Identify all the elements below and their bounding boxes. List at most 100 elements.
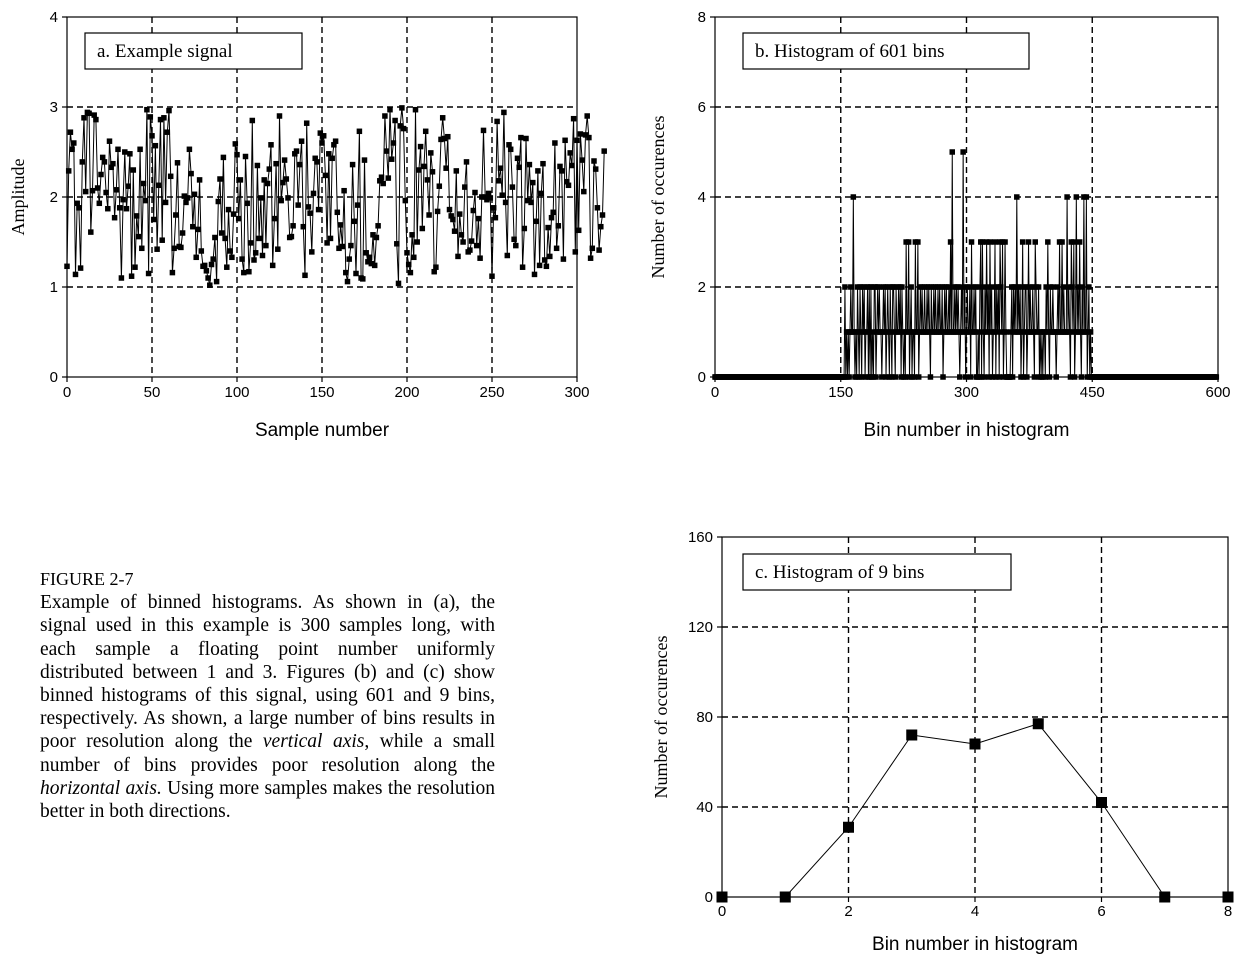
data-point <box>906 729 918 741</box>
data-point <box>133 213 140 219</box>
data-point <box>523 135 529 142</box>
data-point <box>373 234 380 241</box>
data-point <box>343 269 349 276</box>
data-point <box>315 206 322 213</box>
data-point <box>188 170 194 177</box>
data-point <box>298 138 305 144</box>
data-point <box>232 141 239 147</box>
data-point <box>596 247 602 253</box>
data-point <box>1159 891 1171 903</box>
data-point <box>1053 374 1059 380</box>
data-point <box>972 284 979 290</box>
data-point <box>110 160 116 167</box>
data-point <box>198 248 205 254</box>
data-point <box>356 128 363 135</box>
data-point <box>587 255 594 261</box>
data-point <box>402 197 409 204</box>
x-tick-label: 200 <box>394 384 419 401</box>
data-point <box>567 150 573 156</box>
data-point <box>441 135 448 142</box>
data-point <box>516 164 522 171</box>
data-point <box>252 250 259 256</box>
data-point <box>157 116 164 123</box>
data-point <box>137 146 143 153</box>
data-point <box>417 143 424 150</box>
chart-b-histogram-601-bins: 0 150 300 450 600 0 2 4 6 8 Bin number in histogra… <box>648 9 1231 441</box>
data-point <box>307 210 313 216</box>
data-point <box>251 257 257 263</box>
data-point <box>161 115 167 121</box>
data-point <box>975 329 981 335</box>
y-tick-label: 0 <box>705 889 713 906</box>
data-point <box>497 165 504 171</box>
data-point <box>1002 239 1008 245</box>
data-point <box>399 105 405 111</box>
x-tick-label: 300 <box>564 384 589 401</box>
data-point <box>1014 194 1020 200</box>
data-point <box>1073 194 1080 200</box>
data-point <box>968 239 975 245</box>
data-point <box>1003 329 1009 335</box>
y-tick-label: 4 <box>698 189 706 206</box>
data-point <box>915 239 921 245</box>
data-point <box>477 255 483 261</box>
y-tick-label: 4 <box>50 9 58 26</box>
data-point <box>557 163 563 170</box>
data-point <box>116 205 123 211</box>
data-point <box>349 161 356 168</box>
data-point <box>902 374 909 380</box>
data-point <box>162 199 169 206</box>
caption-text: Example of binned histograms. As shown i… <box>40 591 495 823</box>
data-point <box>337 222 344 228</box>
data-point <box>196 177 203 183</box>
data-point <box>451 228 458 234</box>
data-point <box>332 138 339 144</box>
data-point <box>288 233 295 240</box>
y-axis-label: Number of occurences <box>651 636 671 799</box>
data-point <box>280 179 286 186</box>
data-point <box>407 269 414 276</box>
data-point <box>458 232 465 238</box>
data-point <box>1069 284 1075 290</box>
data-point <box>453 168 460 174</box>
data-point <box>985 284 992 290</box>
data-point <box>344 278 351 285</box>
data-point <box>429 169 436 175</box>
data-point <box>320 133 327 139</box>
data-point <box>249 117 256 124</box>
data-point <box>716 891 728 903</box>
data-point <box>947 239 954 245</box>
data-point <box>443 165 449 171</box>
data-point <box>183 199 189 206</box>
data-point <box>526 161 533 168</box>
data-point <box>234 151 240 158</box>
data-point <box>174 160 181 166</box>
data-point <box>275 246 281 252</box>
data-point <box>428 150 434 156</box>
caption-part-1: Example of binned histograms. As shown i… <box>40 592 495 753</box>
data-point <box>368 260 375 267</box>
data-point <box>842 284 848 290</box>
x-tick-label: 300 <box>954 384 979 401</box>
data-point <box>377 178 383 184</box>
data-point <box>268 142 274 148</box>
data-point <box>142 197 148 204</box>
data-point <box>334 209 341 216</box>
data-point <box>385 175 392 181</box>
data-point <box>118 275 125 281</box>
data-point <box>892 374 898 380</box>
data-point <box>594 205 601 211</box>
data-point <box>101 159 108 165</box>
data-point <box>388 156 395 162</box>
data-point <box>383 148 390 154</box>
data-point <box>258 195 264 201</box>
data-point <box>1019 239 1026 245</box>
data-point <box>351 218 358 225</box>
data-point <box>96 200 103 207</box>
data-point <box>1046 374 1053 380</box>
data-point <box>310 190 317 197</box>
data-point <box>506 142 512 148</box>
caption-part-3: Using more samples makes the resolution … <box>40 777 496 823</box>
data-point <box>1000 374 1007 380</box>
x-tick-label: 4 <box>971 903 979 920</box>
